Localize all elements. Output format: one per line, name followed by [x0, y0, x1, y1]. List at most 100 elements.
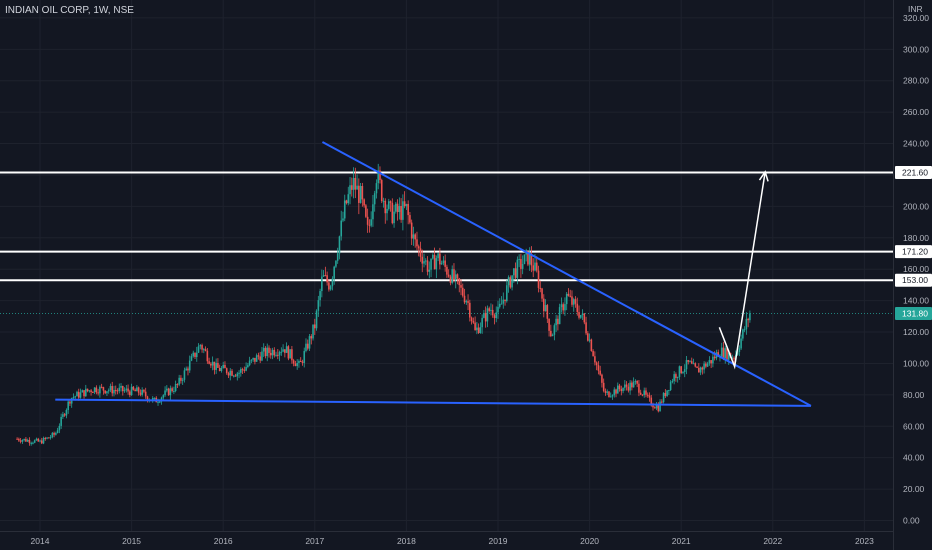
time-axis[interactable]: 2014 2015 2016 2017 2018 2019 2020 2021 2022 2023 [31, 536, 875, 546]
candle-body [456, 274, 459, 279]
projection-path [718, 171, 766, 370]
candle-body [749, 313, 751, 321]
candle-body [23, 438, 25, 441]
candle-body [335, 260, 337, 267]
candle-body [430, 258, 432, 270]
candle-body [206, 350, 209, 362]
candle-body [67, 401, 69, 410]
candle-body [461, 287, 464, 296]
horizontal-levels[interactable] [0, 171, 893, 314]
candle-body [641, 394, 644, 396]
candle-body [631, 382, 633, 388]
price-axis[interactable]: 0.00 20.00 40.00 60.00 80.00 100.00 120.00 140.… [903, 13, 929, 526]
candle-body [90, 390, 92, 393]
candle-body [594, 356, 596, 363]
candle-body [21, 440, 24, 442]
candle-body [18, 438, 20, 441]
candle-body [653, 407, 656, 409]
candle-body [620, 388, 623, 392]
candle-body [190, 356, 193, 361]
candle-body [111, 386, 114, 394]
candle-body [359, 186, 362, 203]
candle-body [699, 367, 702, 373]
candle-body [273, 349, 276, 356]
candle-body [322, 275, 325, 277]
candle-body [328, 282, 330, 290]
candle-body [609, 396, 612, 398]
candle-body [349, 185, 351, 195]
candle-body [676, 376, 679, 379]
candle-body [49, 437, 52, 439]
candle-body [720, 347, 723, 357]
candle-body [95, 387, 98, 393]
price-tag-label: 153.00 [902, 275, 928, 285]
candle-body [616, 385, 619, 394]
candle-body [604, 390, 607, 393]
candle-body [16, 438, 18, 440]
candle-body [146, 396, 149, 401]
candle-body [579, 315, 582, 318]
candle-body [668, 390, 670, 392]
price-axis-tick-label: 300.00 [903, 44, 929, 54]
candle-body [627, 386, 630, 391]
candle-body [81, 390, 84, 393]
candle-body [121, 386, 124, 392]
candle-body [366, 216, 369, 225]
candle-body [442, 260, 445, 264]
candle-body [636, 380, 638, 384]
candle-body [130, 386, 133, 396]
candle-body [310, 336, 313, 339]
candle-body [333, 266, 335, 279]
time-axis-tick-label: 2015 [122, 536, 141, 546]
candle-body [446, 266, 448, 275]
trendlines[interactable] [55, 141, 812, 407]
candle-body [56, 430, 59, 434]
candle-body [673, 374, 675, 381]
candle-body [703, 363, 705, 370]
candle-body [129, 391, 131, 396]
candle-body [550, 330, 552, 337]
candle-body [646, 394, 649, 396]
candle-body [504, 299, 506, 302]
candle-body [162, 395, 165, 398]
candle-body [25, 438, 27, 442]
candle-body [490, 309, 492, 311]
candle-body [284, 349, 286, 353]
candle-body [183, 370, 186, 380]
candle-body [231, 370, 233, 376]
candle-body [292, 360, 295, 364]
candle-body [634, 380, 637, 382]
candle-body [537, 270, 540, 288]
candle-body [102, 387, 105, 391]
candle-body [731, 357, 734, 359]
candle-body [493, 315, 496, 319]
candle-body [248, 360, 251, 366]
candle-body [712, 356, 714, 364]
candle-body [486, 308, 489, 322]
price-axis-tick-label: 200.00 [903, 201, 929, 211]
candle-body [629, 382, 631, 391]
projection-arrow[interactable] [718, 170, 769, 370]
candle-body [449, 276, 452, 283]
candle-body [106, 391, 108, 394]
candle-body [497, 306, 499, 313]
time-axis-tick-label: 2019 [489, 536, 508, 546]
candle-body [606, 391, 609, 393]
candle-body [387, 201, 390, 209]
candle-body [403, 201, 406, 207]
candle-body [696, 366, 698, 368]
candle-body [511, 275, 513, 288]
candle-body [247, 365, 249, 368]
candle-body [518, 259, 520, 261]
price-tag [895, 165, 932, 179]
candle-body [724, 348, 727, 359]
candle-body [234, 375, 237, 377]
candle-body [352, 177, 355, 190]
candle-body [259, 356, 261, 361]
time-axis-tick-label: 2016 [214, 536, 233, 546]
candle-body [241, 369, 244, 371]
candle-body [125, 388, 128, 391]
candle-body [484, 313, 487, 322]
candle-body [55, 433, 57, 435]
